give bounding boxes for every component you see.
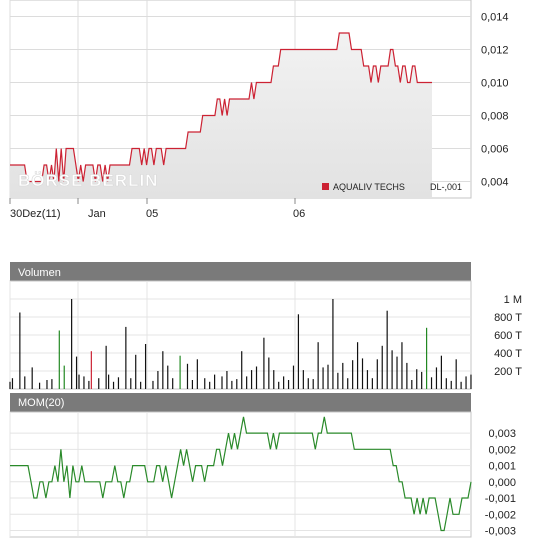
- date-tick-label: Jan: [88, 208, 106, 220]
- volume-tick-label: 600 T: [494, 330, 522, 342]
- price-tick-label: 0,004: [481, 177, 509, 189]
- price-tick-label: 0,006: [481, 144, 509, 156]
- volume-tick-label: 200 T: [494, 366, 522, 378]
- price-panel: BÖRSE BERLIN 0,0040,0060,0080,0100,0120,…: [9, 0, 509, 199]
- momentum-tick-label: -0,003: [485, 526, 516, 538]
- momentum-panel: MOM(20) 0,003 0,002 0,001 0,000 -0,001 -0,002…: [9, 393, 516, 538]
- momentum-line: [10, 416, 472, 532]
- volume-header: [10, 262, 471, 281]
- price-tick-label: 0,008: [481, 111, 509, 123]
- date-axis: 30Dez(11) Jan 05 06: [9, 198, 305, 220]
- volume-title: Volumen: [18, 267, 61, 279]
- momentum-tick-label: 0,003: [488, 428, 516, 440]
- volume-bars: [9, 299, 472, 389]
- legend-swatch: [322, 183, 329, 190]
- volume-grid: [9, 281, 471, 389]
- momentum-tick-label: 0,002: [488, 444, 516, 456]
- legend-label: AQUALIV TECHS: [333, 182, 405, 192]
- legend-currency: DL-,001: [430, 182, 462, 192]
- volume-panel: Volumen 200 T 400 T 600 T 800 T 1 M: [9, 262, 522, 390]
- momentum-y-axis: 0,003 0,002 0,001 0,000 -0,001 -0,002 -0,003: [485, 428, 516, 537]
- boerse-berlin-watermark: BÖRSE BERLIN: [18, 171, 158, 190]
- volume-tick-label: 800 T: [494, 312, 522, 324]
- momentum-header: [10, 393, 471, 412]
- price-y-axis: 0,004 0,006 0,008 0,010 0,012 0,014: [481, 12, 509, 189]
- momentum-tick-label: 0,000: [488, 477, 516, 489]
- price-line: [10, 32, 432, 183]
- momentum-tick-label: 0,001: [488, 461, 516, 473]
- volume-y-axis: 200 T 400 T 600 T 800 T 1 M: [494, 294, 522, 378]
- volume-tick-label: 1 M: [504, 294, 522, 306]
- price-tick-label: 0,010: [481, 78, 509, 90]
- price-tick-label: 0,012: [481, 45, 509, 57]
- volume-tick-label: 400 T: [494, 348, 522, 360]
- date-tick-label: 06: [293, 208, 305, 220]
- price-tick-label: 0,014: [481, 12, 509, 24]
- momentum-title: MOM(20): [18, 397, 64, 409]
- date-tick-label: 05: [146, 208, 158, 220]
- date-tick-label: 30Dez(11): [10, 208, 61, 220]
- price-area: [10, 33, 432, 198]
- momentum-tick-label: -0,002: [485, 509, 516, 521]
- price-legend: AQUALIV TECHS DL-,001: [322, 182, 462, 192]
- momentum-tick-label: -0,001: [485, 493, 516, 505]
